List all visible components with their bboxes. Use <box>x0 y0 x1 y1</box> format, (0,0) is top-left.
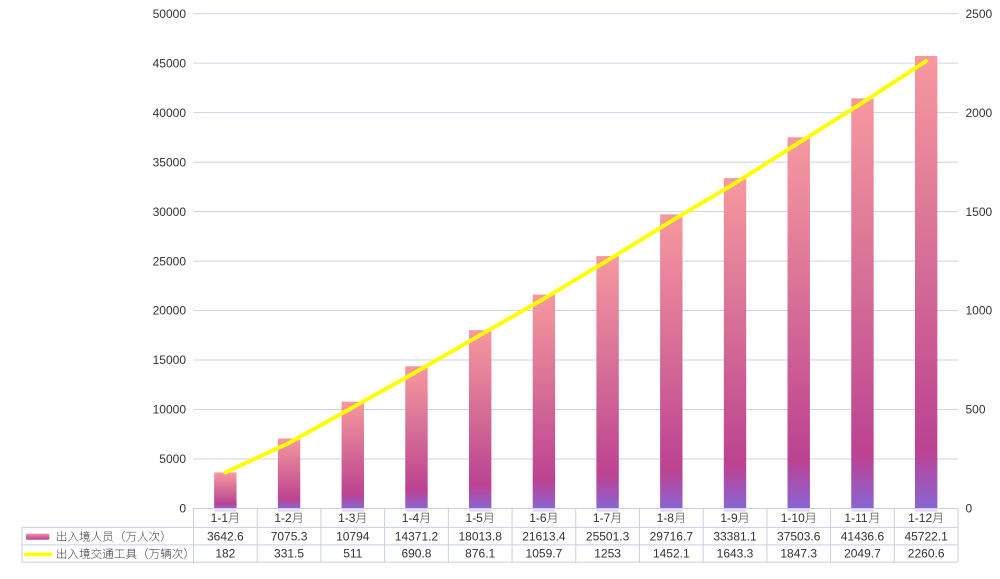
svg-text:1253: 1253 <box>594 547 621 561</box>
svg-text:50000: 50000 <box>153 7 187 21</box>
svg-text:45000: 45000 <box>153 56 187 70</box>
svg-text:1000: 1000 <box>966 304 993 318</box>
svg-text:1-4: 1-4 <box>402 511 420 525</box>
svg-text:10794: 10794 <box>336 529 370 543</box>
svg-text:1-2: 1-2 <box>274 511 292 525</box>
svg-text:1059.7: 1059.7 <box>526 547 563 561</box>
svg-text:1-8: 1-8 <box>657 511 675 525</box>
svg-text:1-6: 1-6 <box>529 511 547 525</box>
svg-text:18013.8: 18013.8 <box>458 529 502 543</box>
svg-text:29716.7: 29716.7 <box>650 529 694 543</box>
svg-text:1452.1: 1452.1 <box>653 547 690 561</box>
svg-text:1500: 1500 <box>966 205 993 219</box>
svg-text:30000: 30000 <box>153 205 187 219</box>
svg-text:1-3: 1-3 <box>338 511 356 525</box>
svg-text:2049.7: 2049.7 <box>844 547 881 561</box>
svg-text:1-5: 1-5 <box>466 511 484 525</box>
svg-text:1847.3: 1847.3 <box>780 547 817 561</box>
svg-text:1-12: 1-12 <box>908 511 932 525</box>
svg-text:2500: 2500 <box>966 7 993 21</box>
svg-text:1-9: 1-9 <box>720 511 738 525</box>
svg-text:41436.6: 41436.6 <box>841 529 885 543</box>
svg-text:1-10: 1-10 <box>781 511 805 525</box>
svg-text:14371.2: 14371.2 <box>395 529 439 543</box>
svg-text:3642.6: 3642.6 <box>207 529 244 543</box>
svg-text:45722.1: 45722.1 <box>904 529 948 543</box>
svg-text:21613.4: 21613.4 <box>522 529 566 543</box>
svg-text:1-11: 1-11 <box>844 511 867 525</box>
svg-text:20000: 20000 <box>153 304 187 318</box>
svg-text:5000: 5000 <box>159 452 186 466</box>
svg-text:511: 511 <box>343 547 362 561</box>
svg-text:15000: 15000 <box>153 353 187 367</box>
svg-text:331.5: 331.5 <box>274 547 304 561</box>
svg-text:690.8: 690.8 <box>401 547 431 561</box>
svg-text:1643.3: 1643.3 <box>717 547 754 561</box>
svg-text:0: 0 <box>966 502 973 516</box>
svg-text:1-1: 1-1 <box>211 511 229 525</box>
svg-text:2000: 2000 <box>966 106 993 120</box>
svg-text:25501.3: 25501.3 <box>586 529 630 543</box>
svg-text:7075.3: 7075.3 <box>271 529 308 543</box>
svg-text:0: 0 <box>179 502 186 516</box>
svg-text:2260.6: 2260.6 <box>908 547 945 561</box>
svg-text:25000: 25000 <box>153 254 187 268</box>
svg-text:35000: 35000 <box>153 155 187 169</box>
svg-text:10000: 10000 <box>153 403 187 417</box>
svg-text:1-7: 1-7 <box>593 511 611 525</box>
svg-text:182: 182 <box>215 547 235 561</box>
svg-text:33381.1: 33381.1 <box>713 529 757 543</box>
svg-text:37503.6: 37503.6 <box>777 529 821 543</box>
svg-text:40000: 40000 <box>153 106 187 120</box>
svg-text:876.1: 876.1 <box>465 547 495 561</box>
svg-text:500: 500 <box>966 403 986 417</box>
